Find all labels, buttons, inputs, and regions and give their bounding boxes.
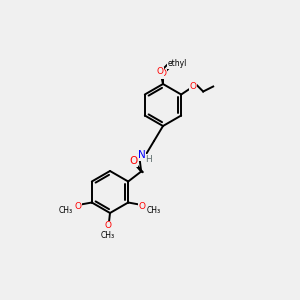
Text: CH₃: CH₃: [59, 206, 73, 215]
Text: O: O: [139, 202, 146, 211]
Text: O: O: [129, 157, 137, 166]
Text: H: H: [146, 154, 152, 164]
Text: ethyl: ethyl: [167, 59, 187, 68]
Text: N: N: [138, 150, 146, 160]
Text: O: O: [190, 82, 197, 91]
Text: O: O: [74, 202, 81, 211]
Text: O: O: [157, 68, 164, 76]
Text: O: O: [160, 70, 167, 79]
Text: CH₃: CH₃: [101, 232, 115, 241]
Text: CH₃: CH₃: [147, 206, 161, 215]
Text: O: O: [104, 221, 112, 230]
